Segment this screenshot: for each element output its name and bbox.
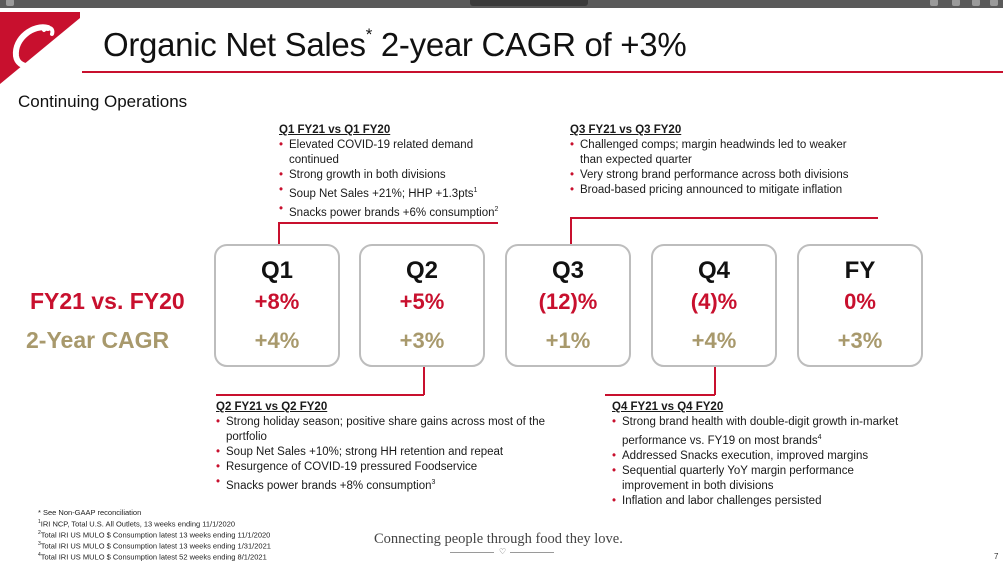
row-label-cagr: 2-Year CAGR [26,327,170,353]
q4-connector-v [714,367,716,395]
footnote: 3Total IRI US MULO $ Consumption latest … [38,540,271,551]
q1-note: Q1 FY21 vs Q1 FY20 Elevated COVID-19 rel… [279,123,519,221]
heart-icon: ♡ [499,547,507,556]
q1-bullet: Elevated COVID-19 related demand continu… [279,138,519,168]
quarter-card-q4: Q4 (4)% +4% [651,244,777,367]
q4-connector-h [605,394,715,396]
q1-connector-h [278,222,498,224]
q2-note: Q2 FY21 vs Q2 FY20 Strong holiday season… [216,400,556,494]
fy-growth-value: 0% [844,289,876,314]
page-title: Organic Net Sales* 2-year CAGR of +3% [103,25,687,64]
q4-bullet: Addressed Snacks execution, improved mar… [612,449,932,464]
q3-connector-v [570,217,572,244]
fy-growth-value: (12)% [538,289,598,314]
quarter-label: Q1 [260,257,293,284]
q3-connector-h [570,217,878,219]
title-rule [82,71,1003,73]
title-main: Organic Net Sales [103,26,366,63]
quarter-label: Q4 [697,257,730,284]
grid-icon[interactable] [972,0,980,6]
zoom-pill[interactable] [470,0,588,6]
q2-connector-h [216,394,424,396]
q1-connector-v [278,222,280,244]
more-icon[interactable] [990,0,998,6]
footnote: 4Total IRI US MULO $ Consumption latest … [38,551,267,562]
tagline: Connecting people through food they love… [374,531,623,547]
q4-note: Q4 FY21 vs Q4 FY20 Strong brand health w… [612,400,932,509]
fy-growth-value: +5% [399,289,445,314]
q2-bullet: Soup Net Sales +10%; strong HH retention… [216,445,556,460]
tagline-rule-right [510,552,554,553]
footnote: * See Non-GAAP reconciliation [38,508,142,517]
q1-bullet: Soup Net Sales +21%; HHP +1.3pts1 [279,183,519,202]
quarter-card-q1: Q1 +8% +4% [214,244,340,367]
q1-note-heading: Q1 FY21 vs Q1 FY20 [279,124,391,136]
q2-note-heading: Q2 FY21 vs Q2 FY20 [216,401,328,413]
title-suffix: 2-year CAGR of +3% [372,26,687,63]
q3-note: Q3 FY21 vs Q3 FY20 Challenged comps; mar… [570,123,890,198]
quarter-card-q2: Q2 +5% +3% [359,244,485,367]
quarter-label: Q3 [551,257,584,284]
q1-bullet: Snacks power brands +6% consumption2 [279,202,519,221]
footnote: 1IRI NCP, Total U.S. All Outlets, 13 wee… [38,518,236,529]
q4-bullet: Sequential quarterly YoY margin performa… [612,464,902,494]
q4-bullet: Strong brand health with double-digit gr… [612,415,930,449]
campbells-logo-icon [0,12,80,84]
quarter-card-q3: Q3 (12)% +1% [505,244,631,367]
cagr-value: +4% [254,328,300,353]
q4-note-heading: Q4 FY21 vs Q4 FY20 [612,401,724,413]
window-icon[interactable] [930,0,938,6]
info-icon[interactable] [952,0,960,6]
cagr-value: +3% [399,328,445,353]
cagr-value: +4% [691,328,737,353]
quarter-card-fy: FY 0% +3% [797,244,923,367]
q3-bullet: Broad-based pricing announced to mitigat… [570,183,890,198]
footnote: 2Total IRI US MULO $ Consumption latest … [38,529,271,540]
title-asterisk: * [365,25,373,44]
q2-bullet: Strong holiday season; positive share ga… [216,415,551,445]
q3-note-heading: Q3 FY21 vs Q3 FY20 [570,124,682,136]
quarter-label: FY [844,257,876,284]
q3-bullet: Very strong brand performance across bot… [570,168,890,183]
page-number: 7 [994,552,999,561]
subtitle: Continuing Operations [18,92,188,111]
tagline-rule-left [450,552,494,553]
q1-bullet: Strong growth in both divisions [279,168,519,183]
chevron-down-icon[interactable] [6,0,14,6]
quarter-label: Q2 [405,257,438,284]
footnotes: * See Non-GAAP reconciliation 1IRI NCP, … [38,508,271,562]
q3-bullet: Challenged comps; margin headwinds led t… [570,138,870,168]
window-strip [0,0,1003,8]
fy-growth-value: +8% [254,289,300,314]
q2-connector-v [423,367,425,395]
row-label-fy: FY21 vs. FY20 [30,288,185,314]
fy-growth-value: (4)% [690,289,738,314]
cagr-value: +3% [837,328,883,353]
cagr-value: +1% [545,328,591,353]
q4-bullet: Inflation and labor challenges persisted [612,494,932,509]
q2-bullet: Resurgence of COVID-19 pressured Foodser… [216,460,556,475]
q2-bullet: Snacks power brands +8% consumption3 [216,475,556,494]
